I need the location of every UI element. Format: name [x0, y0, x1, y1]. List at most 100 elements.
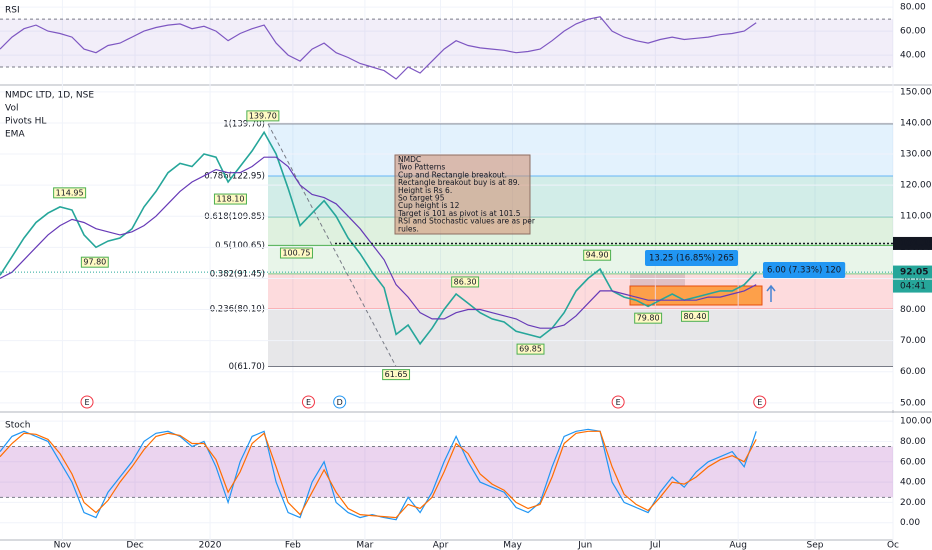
pivot-box — [279, 247, 313, 259]
pane-title: RSI — [5, 6, 20, 16]
fib-zone — [268, 309, 893, 367]
note-line: rules. — [398, 224, 419, 233]
pivot-box — [213, 193, 247, 205]
event-label: D — [337, 398, 343, 407]
pivot-box — [382, 369, 411, 381]
fib-zone — [268, 273, 893, 310]
countdown-tag — [893, 279, 932, 293]
note-line: RSI and Stochastic values are as per — [398, 217, 536, 226]
indicator-label: Vol — [5, 104, 18, 114]
y-tick-label: 80.00 — [900, 437, 926, 447]
pane-title: NMDC LTD, 1D, NSE — [5, 91, 94, 101]
y-tick-label: 50.00 — [900, 398, 926, 408]
pivot-label: 97.80 — [83, 258, 106, 267]
series-line — [0, 16, 757, 80]
x-tick-label: Apr — [433, 541, 449, 550]
event-label: E — [757, 398, 762, 407]
pivot-box — [53, 187, 87, 199]
arrow-head — [766, 284, 776, 292]
y-tick-label: 60.00 — [900, 457, 926, 467]
pivot-label: 94.90 — [586, 251, 609, 260]
x-tick-label: Feb — [285, 541, 301, 550]
band-fill — [0, 19, 893, 68]
series-line — [0, 430, 757, 519]
y-tick-label: 40.00 — [900, 51, 926, 61]
x-tick-label: Aug — [729, 541, 747, 550]
x-tick-label: 2020 — [199, 541, 222, 550]
event-label: E — [306, 398, 311, 407]
price-tag — [893, 236, 932, 250]
y-tick-label: 120.00 — [900, 181, 932, 191]
measure-box — [645, 250, 739, 266]
fib-zone — [268, 175, 893, 217]
event-marker — [80, 395, 94, 409]
event-marker — [611, 395, 625, 409]
y-tick-label: 130.00 — [900, 150, 932, 160]
note-line: So target 95 — [398, 194, 445, 203]
indicator-label: EMA — [5, 130, 25, 140]
fib-label: 1(139.70) — [223, 119, 265, 129]
x-tick-label: Mar — [356, 541, 373, 550]
price-tag-label: 101.25 — [900, 239, 932, 249]
pivot-label: 69.85 — [519, 345, 542, 354]
y-tick-label: 60.00 — [900, 367, 926, 377]
y-tick-label: 20.00 — [900, 498, 926, 508]
note-line: Height is Rs 6. — [398, 186, 452, 195]
note-line: Cup and Rectangle breakout. — [398, 170, 507, 179]
pane-title: Stoch — [5, 421, 30, 431]
x-tick-label: Oc — [887, 541, 899, 550]
pivot-box — [634, 312, 663, 324]
y-tick-label: 40.00 — [900, 478, 926, 488]
fib-label: 0.618(109.85) — [204, 212, 265, 222]
pivot-box — [80, 256, 109, 268]
event-label: E — [616, 398, 621, 407]
pivot-label: 79.80 — [637, 314, 660, 323]
note-line: Two Patterns — [397, 163, 445, 172]
x-tick-label: Dec — [126, 541, 143, 550]
x-tick-label: Jul — [649, 541, 661, 550]
note-line: Rectangle breakout buy is at 89. — [398, 178, 520, 187]
pivot-label: 100.75 — [282, 249, 310, 258]
measure-range — [630, 273, 685, 286]
fib-label: 0.786(122.95) — [204, 171, 265, 181]
fib-trend — [267, 123, 397, 367]
pivot-box — [246, 110, 280, 122]
pivot-box — [516, 343, 545, 355]
band-fill — [0, 446, 893, 498]
y-tick-label: 110.00 — [900, 212, 932, 222]
pivot-box — [681, 310, 709, 322]
x-tick-label: Sep — [806, 541, 823, 550]
y-tick-label: 100.00 — [900, 417, 932, 427]
event-label: E — [84, 398, 89, 407]
fib-label: 0(61.70) — [229, 362, 265, 372]
note-line: NMDC — [398, 155, 421, 164]
x-tick-label: May — [503, 541, 522, 550]
fib-zone — [268, 123, 893, 176]
series-line — [0, 156, 757, 329]
note-box — [394, 154, 531, 235]
pivot-label: 139.70 — [249, 111, 277, 120]
pivot-box — [451, 276, 480, 288]
y-tick-label: 60.00 — [900, 27, 926, 37]
fib-zone — [268, 216, 893, 246]
price-tag — [893, 265, 932, 279]
countdown: 04:41 — [900, 282, 926, 292]
price-tag-label: 92.05 — [900, 268, 928, 278]
fib-label: 0.382(91.45) — [210, 269, 265, 279]
indicator-label: Pivots HL — [5, 117, 46, 127]
measure-label: 13.25 (16.85%) 265 — [649, 254, 734, 264]
event-marker — [301, 395, 315, 409]
measure-label: 6.00 (7.33%) 120 — [767, 266, 841, 276]
y-tick-label: 80.00 — [900, 305, 926, 315]
y-tick-label: 140.00 — [900, 118, 932, 128]
event-marker — [333, 395, 347, 409]
pivot-label: 114.95 — [56, 188, 84, 197]
fib-label: 0.5(100.65) — [215, 241, 265, 251]
note-line: Cup height is 12 — [398, 201, 460, 210]
pivot-label: 118.10 — [216, 195, 244, 204]
y-tick-label: 150.00 — [900, 87, 932, 97]
note-line: Target is 101 as pivot is at 101.5 — [397, 209, 521, 218]
pivot-label: 61.65 — [385, 370, 408, 379]
measure-box — [763, 262, 846, 278]
y-tick-label: 0.00 — [900, 518, 920, 528]
